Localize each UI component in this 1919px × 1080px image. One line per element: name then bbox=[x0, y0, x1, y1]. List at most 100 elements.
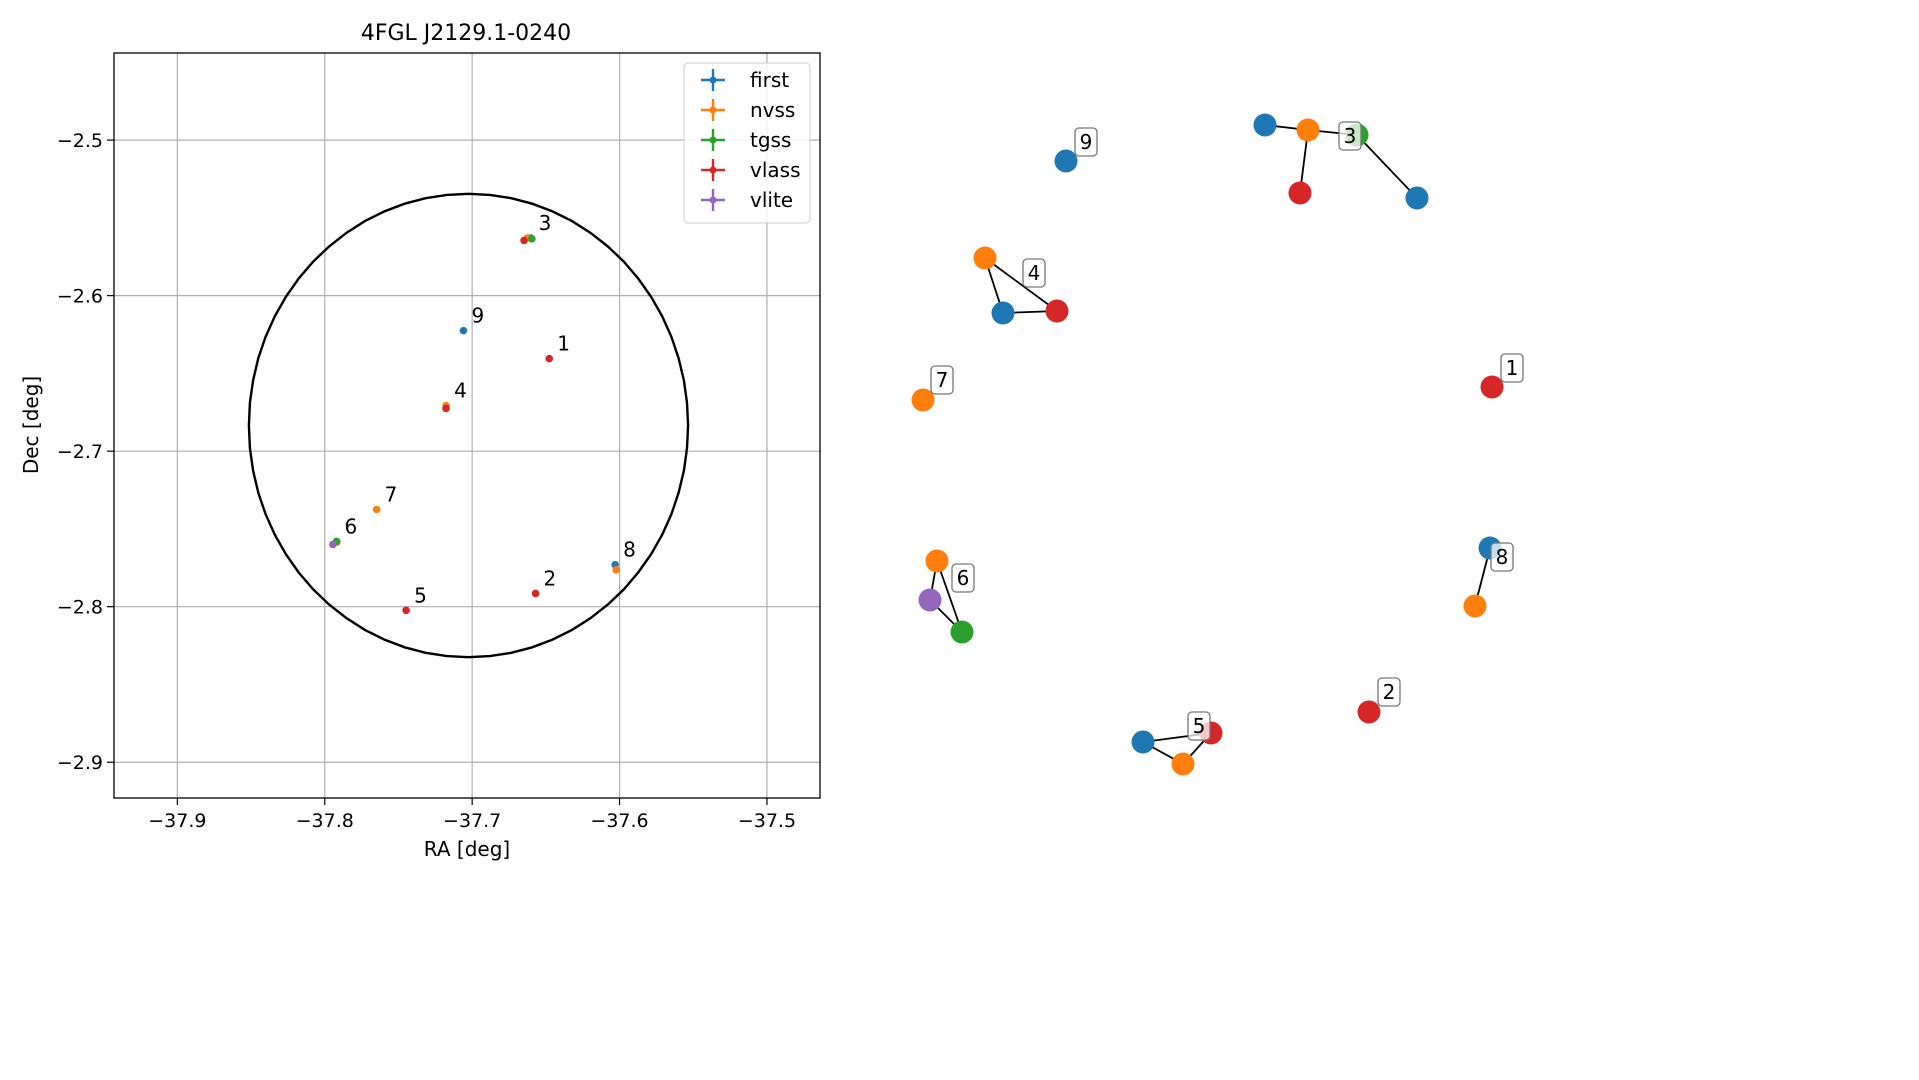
y-tick-label: −2.8 bbox=[57, 597, 103, 619]
legend-label: vlass bbox=[750, 158, 801, 182]
scatter-points bbox=[329, 234, 620, 615]
legend-marker-dot bbox=[709, 196, 717, 204]
legend-marker-dot bbox=[709, 76, 717, 84]
graph-node-first bbox=[1253, 113, 1277, 137]
legend-label: tgss bbox=[750, 128, 791, 152]
graph-label-text: 4 bbox=[1028, 261, 1041, 285]
graph-node-tgss bbox=[950, 620, 974, 644]
x-axis-label: RA [deg] bbox=[424, 837, 510, 861]
y-tick-label: −2.9 bbox=[57, 752, 103, 774]
search-circle bbox=[247, 192, 690, 659]
graph-node-vlass bbox=[1357, 700, 1381, 724]
graph-node-nvss bbox=[911, 388, 935, 412]
legend-entry-vlass: vlass bbox=[701, 158, 801, 182]
graph-label-box bbox=[951, 563, 975, 593]
x-axis-ticks: −37.9 −37.8 −37.7 −37.6 −37.5 bbox=[148, 798, 796, 832]
legend-label: vlite bbox=[750, 188, 793, 212]
graph-node-vlass bbox=[1288, 181, 1312, 205]
point-label: 5 bbox=[414, 583, 427, 607]
graph-node-first bbox=[1405, 186, 1429, 210]
graph-label-text: 7 bbox=[936, 368, 949, 392]
legend-entry-nvss: nvss bbox=[701, 98, 795, 122]
graph-edge bbox=[936, 560, 963, 633]
point-label: 9 bbox=[471, 304, 484, 328]
graph-label-text: 8 bbox=[1496, 545, 1509, 569]
y-axis-ticks: −2.5 −2.6 −2.7 −2.8 −2.9 bbox=[57, 130, 114, 774]
point-label: 7 bbox=[385, 482, 398, 506]
graph-label: 3 bbox=[1338, 121, 1362, 151]
x-tick-label: −37.5 bbox=[738, 810, 796, 832]
point-tgss bbox=[528, 235, 536, 243]
graph-label-box bbox=[1377, 677, 1401, 707]
x-tick-label: −37.9 bbox=[148, 810, 206, 832]
legend-marker-dot bbox=[709, 136, 717, 144]
graph-node-first bbox=[1054, 149, 1078, 173]
graph-label-box bbox=[1490, 542, 1514, 572]
legend-marker-dot bbox=[709, 106, 717, 114]
x-tick-label: −37.8 bbox=[296, 810, 354, 832]
graph-label-text: 3 bbox=[1344, 124, 1357, 148]
legend-entry-tgss: tgss bbox=[701, 128, 791, 152]
graph-label-box bbox=[1074, 127, 1098, 157]
graph-label-text: 6 bbox=[957, 566, 970, 590]
chart-title: 4FGL J2129.1-0240 bbox=[361, 21, 571, 46]
point-label: 8 bbox=[623, 538, 636, 562]
graph-label: 5 bbox=[1187, 711, 1211, 741]
point-nvss bbox=[372, 505, 381, 514]
graph-label-text: 9 bbox=[1080, 130, 1093, 154]
graph-node-nvss bbox=[1296, 118, 1320, 142]
graph-edge bbox=[1356, 134, 1418, 199]
y-axis-label: Dec [deg] bbox=[19, 376, 43, 474]
point-label: 2 bbox=[544, 566, 557, 590]
legend-label: first bbox=[750, 68, 789, 92]
graph-label-text: 2 bbox=[1383, 680, 1396, 704]
point-vlass bbox=[531, 589, 540, 598]
graph-node-vlite bbox=[918, 588, 942, 612]
graph-label: 1 bbox=[1500, 353, 1524, 383]
legend-entry-first: first bbox=[701, 68, 789, 92]
graph-node-nvss bbox=[925, 549, 949, 573]
search-circle-layer bbox=[247, 192, 690, 659]
graph-label: 9 bbox=[1074, 127, 1098, 157]
x-tick-label: −37.6 bbox=[590, 810, 648, 832]
graph-label-box bbox=[1022, 258, 1046, 288]
grid-lines bbox=[114, 53, 820, 798]
graph-label-text: 5 bbox=[1193, 714, 1206, 738]
point-label: 1 bbox=[557, 332, 570, 356]
graph-label: 6 bbox=[951, 563, 975, 593]
legend-marker-dot bbox=[709, 166, 717, 174]
y-tick-label: −2.5 bbox=[57, 130, 103, 152]
match-graph: 9 3 4 7 1 6 8 2 5 bbox=[911, 113, 1524, 776]
legend-entry-vlite: vlite bbox=[701, 188, 793, 212]
graph-node-nvss bbox=[1171, 752, 1195, 776]
point-vlass bbox=[442, 404, 450, 413]
graph-label-box bbox=[1338, 121, 1362, 151]
graph-node-first bbox=[1131, 730, 1155, 754]
legend: first nvss tgss vlass vlite bbox=[683, 62, 811, 224]
graph-node-nvss bbox=[1463, 594, 1487, 618]
point-annotations: 1 2 3 4 5 6 7 8 9 bbox=[345, 211, 636, 607]
y-tick-label: −2.6 bbox=[57, 286, 103, 308]
x-tick-label: −37.7 bbox=[443, 810, 501, 832]
graph-label-box bbox=[1187, 711, 1211, 741]
point-label: 4 bbox=[454, 379, 467, 403]
legend-box bbox=[683, 62, 811, 224]
point-vlite bbox=[329, 540, 337, 549]
graph-label-text: 1 bbox=[1506, 356, 1519, 380]
graph-label: 8 bbox=[1490, 542, 1514, 572]
graph-label: 7 bbox=[930, 365, 954, 395]
plot-area-frame bbox=[113, 52, 821, 799]
point-first bbox=[459, 326, 468, 335]
graph-label-box bbox=[1500, 353, 1524, 383]
graph-label-box bbox=[930, 365, 954, 395]
graph-node-first bbox=[991, 301, 1015, 325]
point-vlass bbox=[402, 606, 410, 615]
point-vlass bbox=[545, 354, 554, 363]
graph-label: 4 bbox=[1022, 258, 1046, 288]
graph-label: 2 bbox=[1377, 677, 1401, 707]
graph-node-vlass bbox=[1480, 375, 1504, 399]
point-nvss bbox=[612, 566, 620, 574]
graph-edge bbox=[984, 257, 1058, 312]
graph-node-nvss bbox=[973, 246, 997, 270]
